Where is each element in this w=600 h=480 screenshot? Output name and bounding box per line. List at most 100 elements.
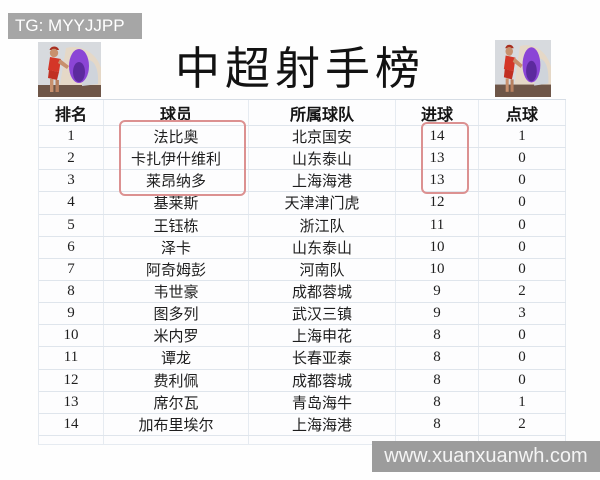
rank-cell: 14: [39, 413, 104, 435]
goals-cell: 10: [396, 236, 479, 258]
team-cell: 长春亚泰: [249, 347, 396, 369]
player-cell: 图多列: [104, 303, 249, 325]
team-cell: 山东泰山: [249, 148, 396, 170]
goals-cell: 8: [396, 347, 479, 369]
table-row: 3 莱昂纳多 上海海港 13 0: [39, 170, 566, 193]
telegram-watermark: TG: MYYJJPP: [8, 13, 142, 39]
player-cell: 席尔瓦: [104, 391, 249, 413]
table-row: 9 图多列 武汉三镇 9 3: [39, 303, 566, 326]
team-cell: 武汉三镇: [249, 303, 396, 325]
page-title: 中超射手榜: [174, 44, 425, 94]
header-player: 球员: [104, 100, 249, 125]
table-row: 14 加布里埃尔 上海海港 8 2: [39, 413, 566, 436]
goals-cell: 13: [396, 148, 479, 170]
player-artwork-left: [38, 42, 101, 97]
table-row: 11 谭龙 长春亚泰 8 0: [39, 347, 566, 370]
table-row: 8 韦世豪 成都蓉城 9 2: [39, 280, 566, 304]
player-artwork-right: [495, 40, 551, 97]
goals-cell: 9: [396, 280, 479, 303]
team-cell: 河南队: [249, 258, 396, 280]
penalties-cell: 0: [479, 325, 566, 347]
table-row: 13 席尔瓦 青岛海牛 8 1: [39, 391, 566, 414]
penalties-cell: 1: [479, 126, 566, 148]
basketball-player-illustration-icon: [495, 40, 551, 97]
player-cell: 阿奇姆彭: [104, 258, 249, 280]
goals-cell: 14: [396, 126, 479, 148]
rank-cell: 11: [39, 347, 104, 369]
goals-cell: 13: [396, 170, 479, 192]
table-row: 6 泽卡 山东泰山 10 0: [39, 236, 566, 259]
table-row: 5 王钰栋 浙江队 11 0: [39, 214, 566, 237]
table-row: 1 法比奥 北京国安 14 1: [39, 126, 566, 149]
header-team: 所属球队: [249, 100, 396, 125]
penalties-cell: 3: [479, 303, 566, 325]
penalties-cell: 0: [479, 369, 566, 391]
goals-cell: 12: [396, 192, 479, 214]
table-row: 2 卡扎伊什维利 山东泰山 13 0: [39, 148, 566, 171]
penalties-cell: 0: [479, 214, 566, 236]
penalties-cell: 0: [479, 236, 566, 258]
team-cell: 青岛海牛: [249, 391, 396, 413]
header-penalties: 点球: [479, 100, 566, 125]
player-cell: 莱昂纳多: [104, 170, 249, 192]
goals-cell: 8: [396, 413, 479, 435]
rank-cell: 13: [39, 391, 104, 413]
rank-cell: 2: [39, 148, 104, 170]
player-cell: 谭龙: [104, 347, 249, 369]
team-cell: 上海海港: [249, 413, 396, 435]
top-scorers-table: 排名 球员 所属球队 进球 点球 1 法比奥 北京国安 14 1 2 卡扎伊什维…: [38, 99, 566, 445]
player-cell: 法比奥: [104, 126, 249, 148]
table-row: 10 米内罗 上海申花 8 0: [39, 325, 566, 348]
team-cell: 上海海港: [249, 170, 396, 192]
header-goals: 进球: [396, 100, 479, 125]
player-cell: 卡扎伊什维利: [104, 148, 249, 170]
table-row: 4 基莱斯 天津津门虎 12 0: [39, 192, 566, 215]
player-cell: 基莱斯: [104, 192, 249, 214]
team-cell: 浙江队: [249, 214, 396, 236]
goals-cell: 8: [396, 325, 479, 347]
team-cell: 成都蓉城: [249, 369, 396, 391]
player-cell: 米内罗: [104, 325, 249, 347]
rank-cell: 7: [39, 258, 104, 280]
team-cell: 成都蓉城: [249, 280, 396, 303]
player-cell: 泽卡: [104, 236, 249, 258]
rank-cell: 10: [39, 325, 104, 347]
goals-cell: 10: [396, 258, 479, 280]
rank-cell: 8: [39, 280, 104, 303]
trailing-empty-row: [39, 435, 566, 445]
team-cell: 天津津门虎: [249, 192, 396, 214]
team-cell: 上海申花: [249, 325, 396, 347]
header-rank: 排名: [39, 100, 104, 125]
player-cell: 王钰栋: [104, 214, 249, 236]
rank-cell: 6: [39, 236, 104, 258]
basketball-player-illustration-icon: [38, 42, 101, 97]
rank-cell: 9: [39, 303, 104, 325]
rank-cell: 3: [39, 170, 104, 192]
rank-cell: 5: [39, 214, 104, 236]
table-row: 7 阿奇姆彭 河南队 10 0: [39, 258, 566, 281]
website-watermark: www.xuanxuanwh.com: [372, 441, 600, 472]
rank-cell: 1: [39, 126, 104, 148]
player-cell: 韦世豪: [104, 280, 249, 303]
team-cell: 山东泰山: [249, 236, 396, 258]
goals-cell: 11: [396, 214, 479, 236]
player-cell: 费利佩: [104, 369, 249, 391]
penalties-cell: 0: [479, 192, 566, 214]
penalties-cell: 0: [479, 258, 566, 280]
table-header-row: 排名 球员 所属球队 进球 点球: [39, 100, 566, 126]
penalties-cell: 0: [479, 148, 566, 170]
table-row: 12 费利佩 成都蓉城 8 0: [39, 369, 566, 392]
penalties-cell: 0: [479, 170, 566, 192]
rank-cell: 12: [39, 369, 104, 391]
penalties-cell: 1: [479, 391, 566, 413]
penalties-cell: 2: [479, 413, 566, 435]
penalties-cell: 2: [479, 280, 566, 303]
goals-cell: 8: [396, 369, 479, 391]
team-cell: 北京国安: [249, 126, 396, 148]
goals-cell: 9: [396, 303, 479, 325]
goals-cell: 8: [396, 391, 479, 413]
player-cell: 加布里埃尔: [104, 413, 249, 435]
rank-cell: 4: [39, 192, 104, 214]
penalties-cell: 0: [479, 347, 566, 369]
